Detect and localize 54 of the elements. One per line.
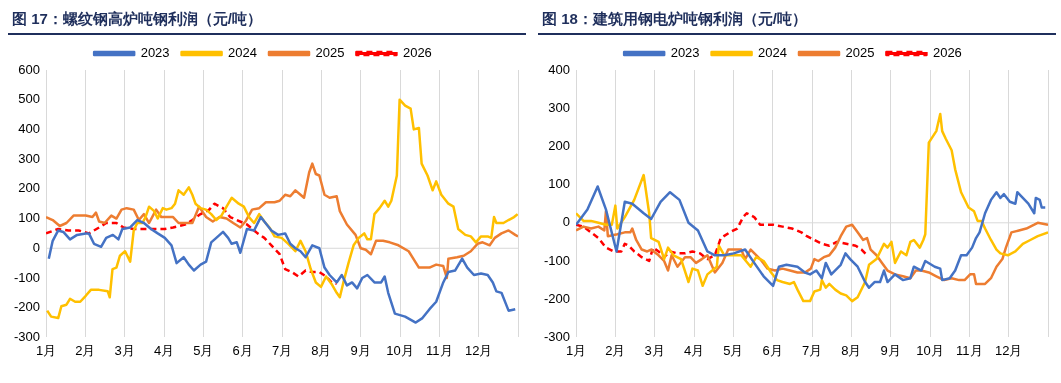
x-tick-label: 2月: [605, 342, 626, 358]
x-tick-label: 10月: [916, 342, 944, 358]
y-tick-label: 400: [18, 121, 41, 136]
x-tick-label: 7月: [271, 342, 293, 358]
x-tick-label: 3月: [644, 342, 665, 358]
y-tick-label: 400: [548, 61, 571, 77]
y-tick-label: -100: [13, 269, 41, 285]
x-tick-label: 11月: [956, 342, 983, 358]
y-tick-label: 0: [562, 214, 571, 230]
x-tick-label: 6月: [232, 342, 253, 358]
y-tick-label: -200: [543, 290, 571, 306]
y-tick-label: 100: [548, 176, 571, 192]
x-tick-label: 2月: [75, 342, 96, 358]
x-tick-label: 12月: [464, 342, 493, 358]
x-tick-label: 9月: [350, 342, 371, 358]
x-tick-label: 10月: [386, 342, 414, 358]
line-series: [46, 202, 338, 286]
line-series: [576, 212, 869, 263]
legend-label: 2025: [315, 45, 345, 61]
x-tick-label: 9月: [880, 342, 901, 358]
legend-label: 2026: [402, 45, 432, 61]
y-tick-label: 300: [548, 99, 571, 115]
x-tick-label: 3月: [114, 342, 135, 358]
y-tick-label: -300: [543, 328, 571, 344]
y-tick-label: 100: [18, 210, 41, 226]
legend-label: 2024: [228, 45, 257, 61]
y-tick-label: 300: [18, 150, 41, 166]
x-tick-label: 4月: [683, 342, 705, 358]
legend-label: 2023: [670, 45, 700, 61]
legend-label: 2024: [758, 45, 787, 61]
x-tick-label: 5月: [193, 342, 214, 358]
legend-label: 2025: [845, 45, 875, 61]
x-tick-label: 11月: [426, 342, 453, 358]
y-tick-label: 500: [18, 91, 41, 107]
x-tick-label: 7月: [801, 342, 823, 358]
chart-title: 图 18：建筑用钢电炉吨钢利润（元/吨）: [538, 8, 1056, 35]
x-tick-label: 12月: [994, 342, 1023, 358]
x-tick-label: 6月: [762, 342, 783, 358]
y-tick-label: -300: [13, 328, 41, 344]
x-tick-label: 1月: [565, 342, 587, 358]
x-tick-label: 8月: [311, 342, 332, 358]
y-tick-label: -200: [13, 299, 41, 315]
chart-title: 图 17：螺纹钢高炉吨钢利润（元/吨）: [8, 8, 526, 35]
x-tick-label: 4月: [153, 342, 175, 358]
y-tick-label: 0: [32, 239, 41, 255]
legend-label: 2026: [932, 45, 962, 61]
legend-label: 2023: [140, 45, 170, 61]
y-tick-label: 200: [548, 137, 571, 153]
x-tick-label: 1月: [35, 342, 57, 358]
y-tick-label: -100: [543, 252, 571, 268]
x-tick-label: 5月: [723, 342, 744, 358]
y-tick-label: 600: [18, 61, 41, 77]
x-tick-label: 8月: [841, 342, 862, 358]
y-tick-label: 200: [18, 180, 41, 196]
